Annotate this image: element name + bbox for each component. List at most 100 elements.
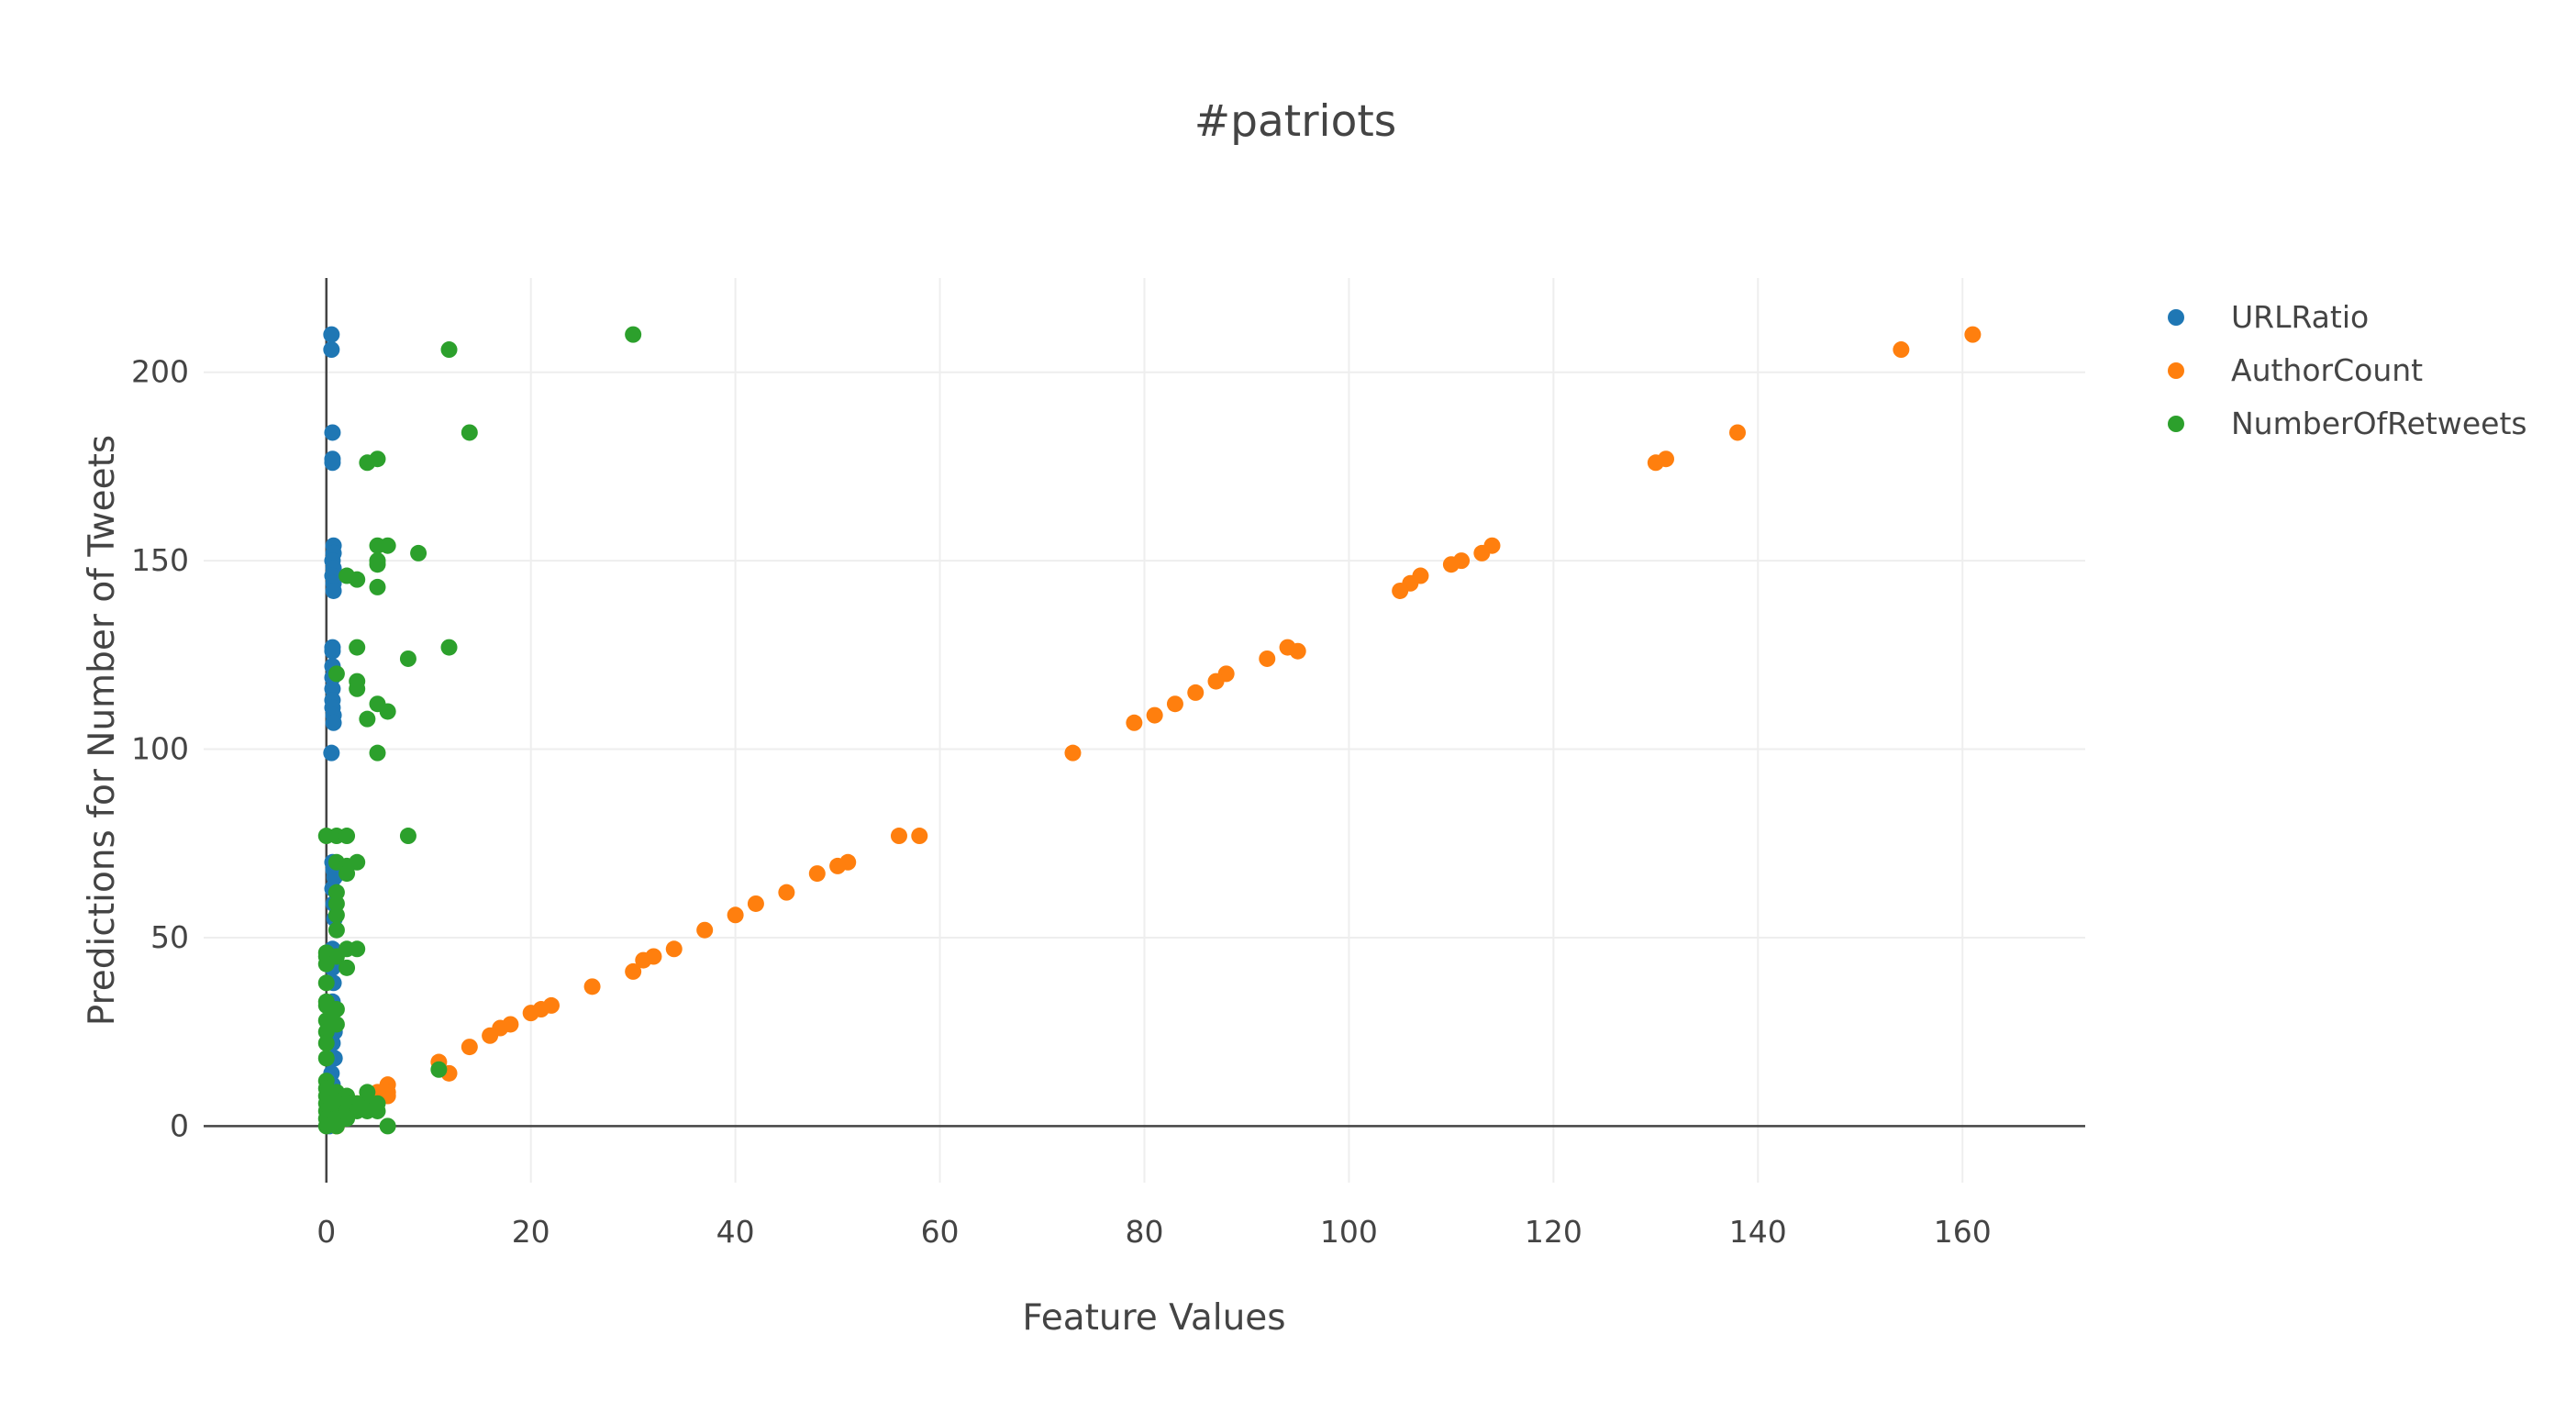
x-tick-label: 140: [1729, 1214, 1787, 1250]
x-tick-label: 100: [1320, 1214, 1378, 1250]
legend-label: AuthorCount: [2231, 352, 2423, 388]
x-tick-label: 80: [1126, 1214, 1164, 1250]
data-point: [911, 828, 928, 845]
y-tick-label: 150: [131, 542, 189, 578]
data-point: [349, 680, 366, 697]
data-point: [323, 341, 340, 359]
legend-marker: [2168, 416, 2184, 432]
data-point: [1064, 744, 1082, 762]
data-point: [890, 828, 907, 845]
data-point: [1729, 424, 1747, 441]
data-point: [1126, 714, 1143, 731]
data-point: [324, 454, 341, 472]
data-point: [379, 1117, 396, 1135]
y-tick-label: 50: [150, 919, 189, 955]
data-point: [325, 582, 342, 599]
data-point: [328, 1001, 345, 1018]
data-point: [369, 744, 386, 762]
data-point: [461, 1039, 478, 1056]
data-point: [399, 650, 416, 667]
data-point: [339, 959, 356, 976]
data-point: [1289, 642, 1306, 660]
data-point: [808, 865, 826, 883]
data-point: [482, 1027, 499, 1044]
data-point: [359, 710, 376, 728]
data-point: [747, 895, 764, 912]
x-tick-label: 120: [1525, 1214, 1582, 1250]
data-point: [625, 962, 642, 980]
x-tick-label: 20: [512, 1214, 550, 1250]
data-point: [1392, 582, 1409, 599]
x-axis-title: Feature Values: [1022, 1297, 1285, 1339]
data-point: [1259, 650, 1276, 667]
data-point: [727, 906, 744, 924]
data-point: [430, 1061, 448, 1078]
x-tick-label: 160: [1934, 1214, 1992, 1250]
data-point: [583, 978, 601, 995]
y-tick-label: 100: [131, 731, 189, 767]
series-authorcount: [328, 326, 1982, 1135]
data-point: [349, 639, 366, 656]
legend-marker: [2168, 362, 2184, 379]
data-point: [328, 906, 345, 924]
data-point: [328, 665, 345, 683]
legend-marker: [2168, 309, 2184, 326]
data-point: [323, 744, 340, 762]
chart-title: #patriots: [1194, 96, 1397, 147]
data-point: [778, 884, 795, 901]
data-point: [1964, 326, 1982, 343]
data-point: [461, 424, 478, 441]
data-point: [369, 556, 386, 573]
data-point: [339, 828, 356, 845]
data-point: [369, 578, 386, 595]
legend-item-authorcount[interactable]: AuthorCount: [2168, 352, 2423, 388]
data-point: [328, 895, 345, 912]
data-point: [696, 921, 714, 939]
data-point: [522, 1005, 539, 1022]
x-axis-ticks: 0 20 40 60 80 100 120 140 160: [316, 1214, 1991, 1250]
data-point: [1207, 673, 1225, 690]
data-point: [379, 537, 396, 554]
y-axis-title: Predictions for Number of Tweets: [82, 435, 123, 1026]
legend-item-numberofretweets[interactable]: NumberOfRetweets: [2168, 406, 2527, 441]
data-point: [317, 955, 335, 973]
legend-label: URLRatio: [2231, 299, 2369, 335]
data-point: [324, 642, 341, 660]
legend-label: NumberOfRetweets: [2231, 406, 2527, 441]
data-point: [349, 853, 366, 871]
data-point: [349, 940, 366, 958]
data-point: [339, 865, 356, 883]
data-point: [324, 424, 341, 441]
data-point: [1146, 706, 1163, 724]
data-point: [410, 544, 427, 562]
data-point: [1893, 341, 1910, 359]
data-point: [829, 857, 847, 874]
data-point: [369, 1102, 386, 1119]
data-point: [1166, 695, 1183, 713]
data-point: [324, 680, 341, 697]
data-point: [349, 571, 366, 588]
y-tick-label: 200: [131, 354, 189, 390]
data-point: [328, 1117, 345, 1135]
series-numberofretweets: [317, 326, 642, 1135]
data-point: [359, 454, 376, 472]
y-tick-label: 0: [170, 1107, 189, 1143]
data-point: [1473, 544, 1491, 562]
data-point: [635, 951, 652, 969]
x-tick-label: 60: [921, 1214, 960, 1250]
data-point: [317, 974, 335, 992]
data-point: [1187, 684, 1205, 701]
legend-item-urlratio[interactable]: URLRatio: [2168, 299, 2369, 335]
data-point: [1647, 454, 1664, 472]
data-point: [328, 884, 345, 901]
data-point: [328, 921, 345, 939]
legend[interactable]: URLRatio AuthorCount NumberOfRetweets: [2168, 299, 2527, 441]
data-point: [317, 1050, 335, 1067]
data-points: [317, 326, 1982, 1135]
x-tick-label: 0: [316, 1214, 336, 1250]
data-point: [399, 828, 416, 845]
data-point: [325, 714, 342, 731]
data-point: [379, 703, 396, 720]
data-point: [440, 341, 458, 359]
